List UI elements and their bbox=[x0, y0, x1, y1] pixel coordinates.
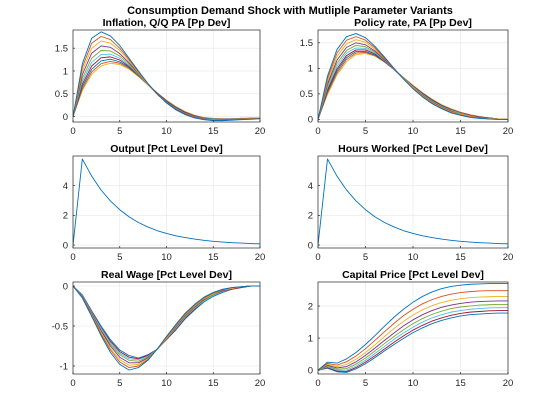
series-group bbox=[73, 158, 260, 246]
x-tick-label: 15 bbox=[208, 378, 219, 389]
series-line-7 bbox=[318, 310, 508, 372]
y-tick-label: 0.5 bbox=[55, 89, 68, 100]
y-tick-label: 4 bbox=[63, 181, 68, 192]
y-tick-label: 1 bbox=[63, 66, 68, 77]
series-line-1 bbox=[318, 158, 508, 246]
series-group bbox=[318, 158, 508, 246]
y-tick-label: 1 bbox=[308, 333, 313, 344]
subplot-title: Capital Price [Pct Level Dev] bbox=[342, 269, 484, 281]
x-tick-label: 20 bbox=[503, 252, 514, 263]
x-tick-label: 0 bbox=[315, 126, 320, 137]
series-line-8 bbox=[318, 312, 508, 373]
y-tick-label: 4 bbox=[308, 181, 313, 192]
subplot-title: Inflation, Q/Q PA [Pp Dev] bbox=[103, 17, 231, 29]
subplot-6: 0 5 10 15 20 0 1 2 Capital Price [Pct Level Dev] bbox=[308, 269, 514, 389]
series-line-1 bbox=[73, 158, 260, 246]
series-line-7 bbox=[73, 285, 260, 360]
x-tick-label: 20 bbox=[255, 378, 266, 389]
x-tick-label: 0 bbox=[315, 378, 320, 389]
x-tick-label: 5 bbox=[363, 252, 368, 263]
x-tick-label: 10 bbox=[161, 378, 172, 389]
subplot-2: 0 5 10 15 20 0 0.5 1 1.5 Policy rate, PA [Pp Dev] bbox=[300, 17, 514, 137]
x-tick-label: 5 bbox=[363, 126, 368, 137]
x-tick-label: 20 bbox=[255, 252, 266, 263]
series-group bbox=[318, 283, 508, 373]
x-tick-label: 20 bbox=[255, 126, 266, 137]
subplot-1: 0 5 10 15 20 0 0.5 1 1.5 Inflation, Q/Q PA [Pp De… bbox=[55, 17, 266, 137]
subplot-title: Hours Worked [Pct Level Dev] bbox=[338, 143, 488, 155]
y-tick-label: 1.5 bbox=[300, 38, 313, 49]
x-tick-label: 5 bbox=[363, 378, 368, 389]
y-tick-label: 0 bbox=[308, 115, 313, 126]
figure-title: Consumption Demand Shock with Mutliple P… bbox=[127, 5, 453, 17]
y-tick-label: 1 bbox=[308, 64, 313, 75]
x-tick-label: 15 bbox=[208, 126, 219, 137]
y-tick-label: 0 bbox=[63, 112, 68, 123]
x-tick-label: 15 bbox=[455, 126, 466, 137]
x-tick-label: 15 bbox=[455, 252, 466, 263]
x-tick-label: 10 bbox=[408, 378, 419, 389]
subplot-5: 0 5 10 15 20 -1 -0.5 0 Real Wage [Pct Level Dev] bbox=[52, 269, 266, 389]
x-tick-label: 0 bbox=[70, 252, 75, 263]
series-line-4 bbox=[318, 300, 508, 371]
x-tick-label: 5 bbox=[117, 252, 122, 263]
y-tick-label: 2 bbox=[63, 211, 68, 222]
series-line-2 bbox=[318, 290, 508, 371]
series-line-3 bbox=[73, 285, 260, 366]
x-tick-label: 15 bbox=[455, 378, 466, 389]
x-tick-label: 20 bbox=[503, 378, 514, 389]
y-tick-label: 2 bbox=[308, 301, 313, 312]
subplot-title: Policy rate, PA [Pp Dev] bbox=[354, 17, 472, 29]
series-group bbox=[73, 285, 260, 371]
y-tick-label: 0 bbox=[308, 240, 313, 251]
series-line-1 bbox=[318, 283, 508, 371]
y-tick-label: -0.5 bbox=[52, 321, 68, 332]
x-tick-label: 15 bbox=[208, 252, 219, 263]
y-tick-label: 0 bbox=[63, 240, 68, 251]
y-tick-label: -1 bbox=[60, 361, 68, 372]
x-tick-label: 0 bbox=[315, 252, 320, 263]
subplot-3: 0 5 10 15 20 0 2 4 Output [Pct Level Dev] bbox=[63, 143, 266, 263]
series-line-6 bbox=[318, 307, 508, 371]
x-tick-label: 20 bbox=[503, 126, 514, 137]
y-tick-label: 0 bbox=[308, 365, 313, 376]
subplot-4: 0 5 10 15 20 0 2 4 Hours Worked [Pct Level Dev] bbox=[308, 143, 514, 263]
x-tick-label: 0 bbox=[70, 378, 75, 389]
x-tick-label: 10 bbox=[408, 252, 419, 263]
subplot-title: Output [Pct Level Dev] bbox=[110, 143, 223, 155]
y-tick-label: 0 bbox=[63, 281, 68, 292]
y-tick-label: 1.5 bbox=[55, 44, 68, 55]
subplot-title: Real Wage [Pct Level Dev] bbox=[101, 269, 232, 281]
x-tick-label: 5 bbox=[117, 378, 122, 389]
x-tick-label: 10 bbox=[161, 252, 172, 263]
x-tick-label: 0 bbox=[70, 126, 75, 137]
series-line-3 bbox=[318, 295, 508, 371]
series-group bbox=[73, 31, 260, 122]
series-group bbox=[318, 33, 508, 120]
y-tick-label: 0.5 bbox=[300, 89, 313, 100]
series-line-1 bbox=[73, 31, 260, 122]
x-tick-label: 10 bbox=[408, 126, 419, 137]
x-tick-label: 5 bbox=[117, 126, 122, 137]
series-line-1 bbox=[318, 33, 508, 120]
x-tick-label: 10 bbox=[161, 126, 172, 137]
series-line-5 bbox=[318, 303, 508, 371]
y-tick-label: 2 bbox=[308, 211, 313, 222]
series-line-1 bbox=[73, 285, 260, 371]
